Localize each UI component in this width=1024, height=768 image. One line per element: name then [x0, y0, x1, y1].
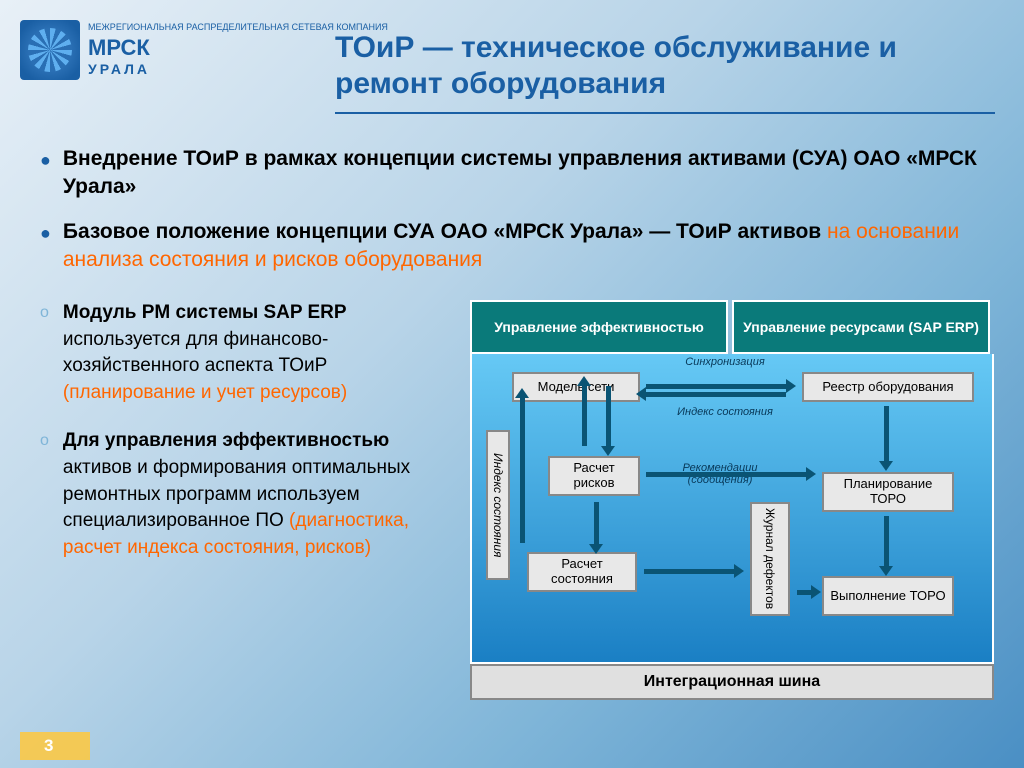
bullet-dot: ●	[40, 148, 51, 202]
lower-section: o Модуль PM системы SAP ERP используется…	[40, 300, 440, 583]
arrow-plan-exec	[884, 516, 889, 566]
sub-marker: o	[40, 302, 49, 406]
page-title: ТОиР — техническое обслуживание и ремонт…	[335, 30, 985, 102]
logo-icon	[20, 20, 80, 80]
arrow-jour-exec	[797, 590, 811, 595]
box-equipment-registry: Реестр оборудования	[802, 372, 974, 402]
diagram-header-left: Управление эффективностью	[470, 300, 728, 354]
sub-bullets: o Модуль PM системы SAP ERP используется…	[40, 300, 440, 583]
arrow-idx-up	[520, 398, 525, 543]
sub-bullet-1: o Модуль PM системы SAP ERP используется…	[40, 300, 440, 406]
box-execution: Выполнение ТОРО	[822, 576, 954, 616]
arrow-calc-jour	[644, 569, 734, 574]
arrow-model-down	[606, 386, 611, 446]
sub2-bold: Для управления эффективностью	[63, 430, 389, 451]
page-number: 3	[44, 736, 53, 756]
sub-marker: o	[40, 430, 49, 561]
sub-bullet-2: o Для управления эффективностью активов …	[40, 428, 440, 561]
box-state-index: Индекс состояния	[486, 430, 510, 580]
sub1-plain: используется для финансово-хозяйственног…	[63, 329, 328, 377]
box-network-model: Модель сети	[512, 372, 640, 402]
box-planning: Планирование ТОРО	[822, 472, 954, 512]
arrow-reg-plan	[884, 406, 889, 461]
bullet-1-text: Внедрение ТОиР в рамках концепции систем…	[63, 147, 977, 198]
bullet-1: ● Внедрение ТОиР в рамках концепции сист…	[40, 145, 980, 202]
diagram-header-right: Управление ресурсами (SAP ERP)	[732, 300, 990, 354]
page-number-band	[20, 732, 90, 760]
title-divider	[335, 112, 995, 114]
label-sync: Синхронизация	[670, 356, 780, 368]
diagram-body: Модель сети Реестр оборудования Расчет р…	[470, 354, 994, 664]
sub1-bold: Модуль PM системы SAP ERP	[63, 302, 347, 323]
arrow-sync-r	[646, 384, 786, 389]
logo-block: МЕЖРЕГИОНАЛЬНАЯ РАСПРЕДЕЛИТЕЛЬНАЯ СЕТЕВА…	[20, 20, 388, 80]
sub1-hl: (планирование и учет ресурсов)	[63, 382, 347, 403]
main-bullets: ● Внедрение ТОиР в рамках концепции сист…	[40, 145, 980, 290]
bullet-2: ● Базовое положение концепции СУА ОАО «М…	[40, 218, 980, 275]
architecture-diagram: Управление эффективностью Управление рес…	[470, 300, 994, 700]
box-risk-calc: Расчет рисков	[548, 456, 640, 496]
arrow-rec	[646, 472, 806, 477]
bullet-2-plain: Базовое положение концепции СУА ОАО «МРС…	[63, 220, 827, 243]
box-state-calc: Расчет состояния	[527, 552, 637, 592]
diagram-footer: Интеграционная шина	[470, 664, 994, 700]
arrow-risk-calc	[594, 502, 599, 544]
label-index: Индекс состояния	[670, 406, 780, 418]
bullet-dot: ●	[40, 221, 51, 275]
arrow-sync-l	[646, 392, 786, 397]
box-defect-journal: Журнал дефектов	[750, 502, 790, 616]
arrow-model-up	[582, 386, 587, 446]
